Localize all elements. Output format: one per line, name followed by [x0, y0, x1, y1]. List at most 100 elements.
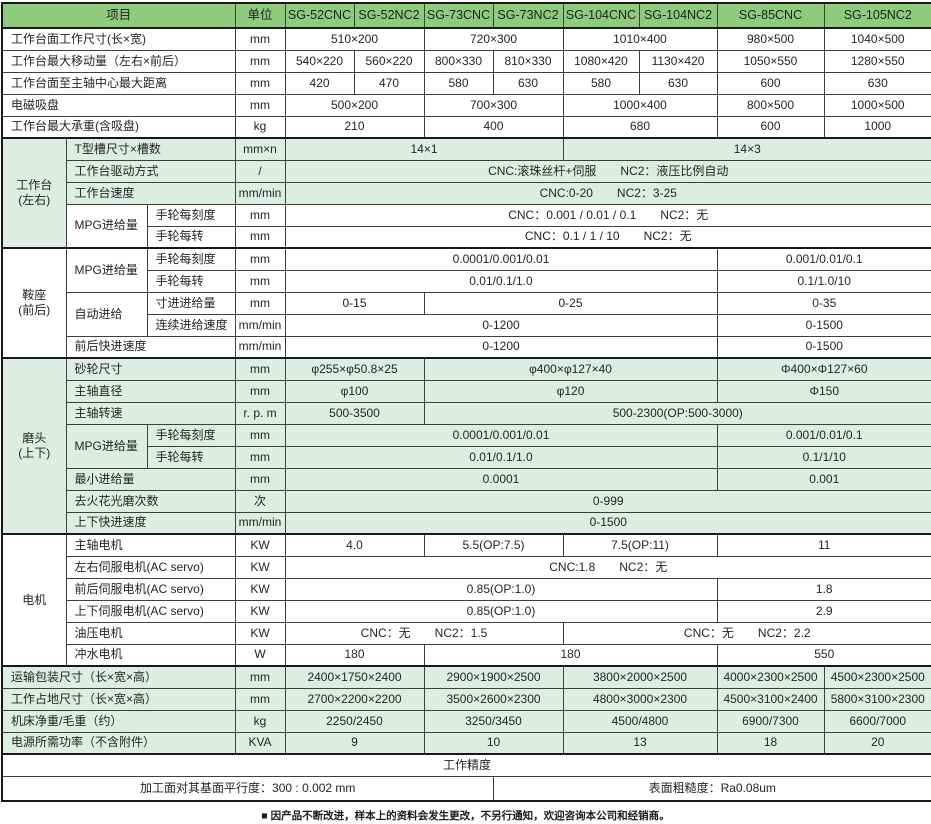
table-row: 工作台驱动方式 / CNC:滚珠丝杆+伺服 NC2：液压比例自动 [2, 159, 931, 183]
table-row: 自动进给 寸进进给量 mm 0-15 0-25 0-35 [2, 291, 931, 337]
row-label: 最小进给量 [65, 467, 236, 491]
value-cell: 3800×2000×2500 [562, 665, 718, 689]
row-label: 工作台最大移动量（左右×前后） [1, 49, 236, 73]
value-cell: 810×330 [492, 49, 564, 73]
value-cell: 0-1500 [716, 335, 931, 359]
unit-cell: mm/min [234, 335, 286, 359]
value-cell: 630 [638, 71, 718, 95]
table-row: 电磁吸盘 mm 500×200 700×300 1000×400 800×500 1000×… [1, 93, 931, 117]
table-row: 工作台 (左右) T型槽尺寸×槽数 mm×n 14×1 14×3 [1, 137, 931, 249]
unit-cell: / [234, 159, 286, 183]
value-cell: 2900×1900×2500 [423, 665, 564, 689]
row-label: 运输包装尺寸（长×宽×高） [1, 665, 236, 689]
row-label: 手轮每转 [146, 269, 236, 293]
unit-cell: mm [234, 291, 286, 315]
column-header: 单位 [234, 2, 286, 29]
accuracy-roughness: 表面粗糙度：Ra0.08um [492, 775, 931, 802]
value-cell: 1130×420 [638, 49, 718, 73]
group-label: 工作台 (左右) [1, 137, 67, 249]
value-cell: 630 [492, 71, 564, 95]
table-row: 上下快进速度 mm/min 0-1500 [2, 511, 931, 535]
value-cell: 680 [562, 115, 718, 139]
value-cell: φ120 [423, 379, 718, 403]
row-label: 冲水电机 [65, 643, 236, 667]
value-cell: 1080×420 [562, 49, 640, 73]
value-cell: 0.01/0.1/1.0 [284, 445, 718, 469]
value-cell: Φ400×Φ127×60 [716, 357, 931, 381]
unit-cell: mm [234, 203, 286, 227]
row-label: MPG进给量 [65, 203, 148, 249]
unit-cell: mm/min [234, 181, 286, 205]
value-cell: 470 [353, 71, 425, 95]
unit-cell: mm [234, 225, 286, 249]
unit-cell: mm [234, 247, 286, 271]
value-cell: 4500/4800 [562, 709, 718, 733]
unit-cell: mm/min [234, 313, 286, 337]
value-cell: 510×200 [284, 27, 425, 51]
unit-cell: mm [234, 49, 286, 73]
unit-cell: mm [234, 269, 286, 293]
value-cell: 580 [562, 71, 640, 95]
row-label: 手轮每刻度 [146, 423, 236, 447]
table-row: 电源所需功率（不含附件） KVA 9 10 13 18 20 [1, 731, 931, 755]
unit-cell: KW [234, 577, 286, 601]
value-cell: 1010×400 [562, 27, 718, 51]
unit-cell: mm [234, 27, 286, 51]
table-row: 电机 主轴电机 KW 4.0 5.5(OP:7.5) 7.5(OP:11) 11 [1, 533, 931, 667]
value-cell: 210 [284, 115, 425, 139]
value-cell: 1000×400 [562, 93, 718, 117]
table-row: 最小进给量 mm 0.0001 0.001 [2, 467, 931, 491]
table-row: MPG进给量 手轮每刻度 mm 0.0001/0.001/0.01 0.001/0.01… [2, 423, 931, 469]
row-label: 左右伺服电机(AC servo) [65, 555, 236, 579]
value-cell: 1280×550 [823, 49, 931, 73]
row-label: 砂轮尺寸 [65, 357, 236, 381]
value-cell: 0.1/1.0/10 [716, 269, 931, 293]
row-label: T型槽尺寸×槽数 [65, 137, 236, 161]
unit-cell: r. p. m [234, 401, 286, 425]
value-cell: 0-25 [423, 291, 718, 315]
unit-cell: KW [234, 555, 286, 579]
value-cell: 0.0001/0.001/0.01 [284, 423, 718, 447]
table-row: 前后伺服电机(AC servo) KW 0.85(OP:1.0) 1.8 [2, 577, 931, 601]
table-row: 前后快进速度 mm/min 0-1200 0-1500 [2, 335, 931, 359]
row-label: 手轮每刻度 [146, 247, 236, 271]
header-row: 项目 单位 SG-52CNC SG-52NC2 SG-73CNC SG-73NC2 SG-1… [1, 2, 931, 29]
value-cell: 1050×550 [716, 49, 825, 73]
table-row: 鞍座 (前后) MPG进给量 手轮每刻度 mm 0.0001/0.001/0.01 0.0… [1, 247, 931, 359]
value-cell: 0-999 [284, 489, 931, 513]
spec-table: 项目 单位 SG-52CNC SG-52NC2 SG-73CNC SG-73NC2 SG-1… [1, 2, 931, 802]
table-row: 工作台面工作尺寸(长×宽) mm 510×200 720×300 1010×400 980… [1, 27, 931, 51]
table-row: 主轴直径 mm φ100 φ120 Φ150 [2, 379, 931, 403]
value-cell: 9 [284, 731, 425, 755]
table-row: 工作台最大承重(含吸盘) kg 210 400 680 600 1000 [1, 115, 931, 139]
value-cell: 11 [716, 533, 931, 557]
value-cell: 4000×2300×2500 [716, 665, 825, 689]
value-cell: 600 [716, 115, 825, 139]
value-cell: 0.001/0.01/0.1 [716, 247, 931, 271]
row-label: 寸进进给量 [146, 291, 236, 315]
table-row: 冲水电机 W 180 180 550 [2, 643, 931, 667]
value-cell: 1040×500 [823, 27, 931, 51]
row-label: 手轮每转 [146, 225, 236, 249]
value-cell: 560×220 [353, 49, 425, 73]
value-cell: 800×500 [716, 93, 825, 117]
value-cell: 420 [284, 71, 355, 95]
value-cell: 0.001 [716, 467, 931, 491]
value-cell: 550 [716, 643, 931, 667]
row-label: 手轮每刻度 [146, 203, 236, 227]
table-row: 手轮每转 mm CNC：0.1 / 1 / 10 NC2：无 [2, 225, 931, 249]
value-cell: φ255×φ50.8×25 [284, 357, 425, 381]
value-cell: CNC:滚珠丝杆+伺服 NC2：液压比例自动 [284, 159, 931, 183]
table-row: 加工面对其基面平行度：300 : 0.002 mm 表面粗糙度：Ra0.08um [1, 775, 931, 802]
value-cell: 18 [716, 731, 825, 755]
value-cell: 630 [823, 71, 931, 95]
value-cell: 0-1200 [284, 335, 718, 359]
row-label: 上下快进速度 [65, 511, 236, 535]
unit-cell: KW [234, 621, 286, 645]
value-cell: 2.9 [716, 599, 931, 623]
table-row: 机床净重/毛重（约） kg 2250/2450 3250/3450 4500/4800 6… [1, 709, 931, 733]
table-row: 手轮每转 mm 0.01/0.1/1.0 0.1/1/10 [2, 445, 931, 469]
value-cell: 13 [562, 731, 718, 755]
value-cell: CNC：无 NC2：1.5 [284, 621, 564, 645]
